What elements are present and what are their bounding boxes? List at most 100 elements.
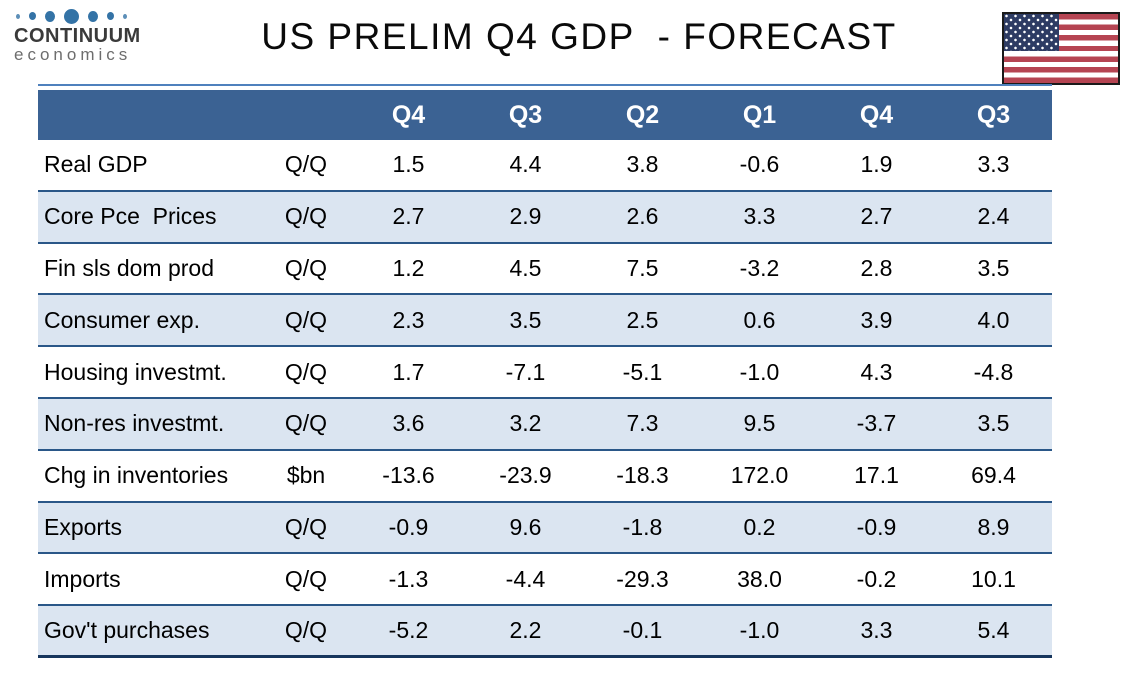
us-flag-canton [1004,14,1059,52]
row-label-cell: Chg in inventories [44,462,229,489]
header-cell: Q3 [976,100,1011,129]
value-cell: -4.4 [505,565,546,592]
table-row: Core Pce Prices Q/Q 2.7 2.9 2.6 3.3 2.7 2.4 [38,191,1052,244]
row-unit-cell: Q/Q [284,151,328,178]
header-label-cell [38,90,262,140]
value-cell: 38.0 [737,565,782,592]
table-row: Exports Q/Q -0.9 9.6 -1.8 0.2 -0.9 8.9 [38,502,1052,555]
value-cell: 2.8 [860,254,893,281]
row-unit-cell: Q/Q [284,203,328,230]
value-cell: 2.3 [392,306,425,333]
continuum-logo: CONTINUUM economics [14,8,154,64]
table-row: Non-res investmt. Q/Q 3.6 3.2 7.3 9.5 -3.7 3.5 [38,398,1052,451]
value-cell: -3.2 [739,254,780,281]
value-cell: 1.9 [860,151,893,178]
top-bar: CONTINUUM economics US PRELIM Q4 GDP - F… [0,0,1134,85]
value-cell: -18.3 [616,462,669,489]
header-cell: Q4 [391,100,426,129]
value-cell: 9.6 [509,513,542,540]
table-top-rule [38,84,1052,86]
value-cell: -13.6 [382,462,435,489]
row-unit-cell: Q/Q [284,565,328,592]
row-unit-cell: Q/Q [284,513,328,540]
value-cell: -1.3 [388,565,429,592]
value-cell: -0.9 [388,513,429,540]
value-cell: 1.7 [392,358,425,385]
value-cell: 2.9 [509,203,542,230]
value-cell: 5.4 [977,617,1010,644]
table-body: Real GDP Q/Q 1.5 4.4 3.8 -0.6 1.9 3.3 Core Pce P… [38,140,1052,658]
value-cell: 69.4 [971,462,1016,489]
header-cell: Q2 [625,100,660,129]
value-cell: -0.2 [856,565,897,592]
value-cell: -23.9 [499,462,552,489]
us-flag-icon [1002,12,1120,85]
value-cell: 3.2 [509,410,542,437]
value-cell: -0.6 [739,151,780,178]
row-unit-cell: Q/Q [284,410,328,437]
page-title: US PRELIM Q4 GDP - FORECAST [261,16,897,57]
value-cell: 10.1 [971,565,1016,592]
value-cell: 3.3 [860,617,893,644]
value-cell: 2.7 [860,203,893,230]
value-cell: 0.2 [743,513,776,540]
row-unit-cell: Q/Q [284,617,328,644]
value-cell: 3.9 [860,306,893,333]
value-cell: 172.0 [730,462,789,489]
value-cell: -0.1 [622,617,663,644]
value-cell: 7.3 [626,410,659,437]
value-cell: 3.5 [509,306,542,333]
value-cell: -1.8 [622,513,663,540]
header-cell: Q4 [859,100,894,129]
value-cell: 3.3 [977,151,1010,178]
value-cell: 2.7 [392,203,425,230]
value-cell: 3.5 [977,410,1010,437]
row-label-cell: Non-res investmt. [44,410,225,437]
row-unit-cell: Q/Q [284,254,328,281]
continuum-dots-icon [16,8,154,24]
row-label-cell: Exports [44,513,122,540]
value-cell: -0.9 [856,513,897,540]
value-cell: -4.8 [973,358,1014,385]
value-cell: 4.4 [509,151,542,178]
table-row: Imports Q/Q -1.3 -4.4 -29.3 38.0 -0.2 10.1 [38,554,1052,607]
value-cell: -5.1 [622,358,663,385]
table-row: Gov't purchases Q/Q -5.2 2.2 -0.1 -1.0 3.3 5.4 [38,606,1052,658]
table-row: Consumer exp. Q/Q 2.3 3.5 2.5 0.6 3.9 4.0 [38,295,1052,348]
row-label-cell: Fin sls dom prod [44,254,215,281]
value-cell: 3.8 [626,151,659,178]
value-cell: -3.7 [856,410,897,437]
value-cell: -5.2 [388,617,429,644]
table-header-row: Q4 Q3 Q2 Q1 Q4 Q3 [38,90,1052,140]
value-cell: 0.6 [743,306,776,333]
value-cell: -7.1 [505,358,546,385]
value-cell: 4.3 [860,358,893,385]
value-cell: 4.5 [509,254,542,281]
value-cell: 3.6 [392,410,425,437]
row-label-cell: Core Pce Prices [44,203,217,230]
value-cell: 9.5 [743,410,776,437]
row-unit-cell: Q/Q [284,358,328,385]
table-row: Housing investmt. Q/Q 1.7 -7.1 -5.1 -1.0 4.3 -4… [38,347,1052,399]
header-cell: Q1 [742,100,777,129]
value-cell: -1.0 [739,617,780,644]
value-cell: 17.1 [854,462,899,489]
value-cell: 3.5 [977,254,1010,281]
header-cell: Q3 [508,100,543,129]
table-row: Fin sls dom prod Q/Q 1.2 4.5 7.5 -3.2 2.8 3.5 [38,244,1052,296]
value-cell: 8.9 [977,513,1010,540]
row-unit-cell: $bn [286,462,326,489]
value-cell: 2.5 [626,306,659,333]
value-cell: 7.5 [626,254,659,281]
logo-sub-text: economics [14,45,132,64]
value-cell: 1.5 [392,151,425,178]
value-cell: -1.0 [739,358,780,385]
table-row: Real GDP Q/Q 1.5 4.4 3.8 -0.6 1.9 3.3 [38,140,1052,192]
value-cell: 2.6 [626,203,659,230]
row-label-cell: Consumer exp. [44,306,200,333]
row-unit-cell: Q/Q [284,306,328,333]
value-cell: 2.4 [977,203,1010,230]
value-cell: 1.2 [392,254,425,281]
value-cell: 2.2 [509,617,542,644]
